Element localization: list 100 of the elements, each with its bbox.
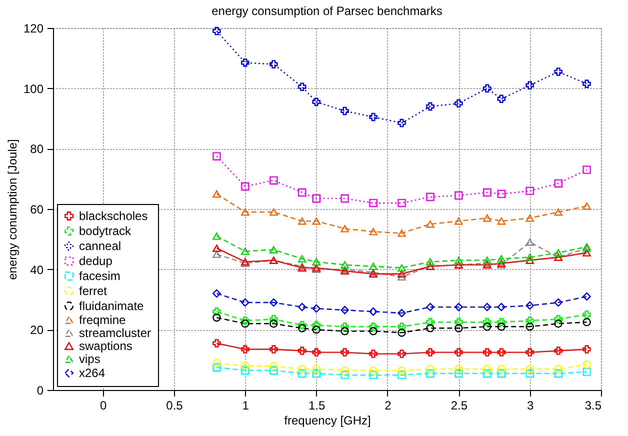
point (454, 99, 463, 108)
legend-label: facesim (79, 269, 120, 283)
point (298, 346, 306, 355)
point (497, 348, 506, 356)
point (482, 348, 492, 356)
y-tick-label: 60 (30, 202, 44, 216)
point (426, 348, 434, 356)
point (340, 366, 349, 375)
point (369, 366, 378, 375)
point (482, 369, 492, 378)
legend-label: blackscholes (79, 209, 148, 223)
chart-title: energy consumption of Parsec benchmarks (212, 4, 442, 18)
y-tick-label: 20 (30, 323, 44, 338)
point (340, 194, 349, 203)
point (241, 248, 250, 255)
x-tick-label: 3 (526, 398, 534, 412)
point (497, 364, 506, 374)
legend-label: bodytrack (79, 224, 132, 238)
point (398, 198, 406, 208)
point (426, 220, 434, 228)
point (454, 364, 463, 374)
point (398, 270, 406, 278)
point (241, 366, 250, 375)
point (554, 68, 562, 76)
point (398, 366, 406, 375)
point (369, 307, 378, 316)
point (298, 302, 306, 312)
point (454, 318, 463, 326)
point (298, 324, 306, 332)
point (554, 314, 562, 324)
point (298, 188, 306, 197)
point (298, 364, 306, 374)
point (426, 324, 434, 332)
point (269, 366, 278, 375)
point (340, 327, 349, 336)
point (482, 84, 492, 92)
point (526, 81, 534, 90)
x-tick-label: 3.5 (584, 398, 602, 412)
point (269, 298, 278, 307)
point (340, 370, 349, 380)
point (582, 249, 591, 256)
x-tick-label: 0.5 (166, 398, 184, 412)
point (298, 321, 306, 330)
point (582, 345, 591, 354)
point (454, 256, 463, 264)
point (312, 258, 320, 266)
x-tick-label: 2.5 (450, 398, 468, 412)
point (269, 362, 278, 370)
point (497, 94, 506, 104)
point (212, 339, 221, 348)
point (554, 346, 562, 355)
point (454, 348, 463, 356)
point (369, 228, 378, 236)
point (369, 198, 378, 208)
point (454, 217, 463, 225)
point (298, 369, 306, 378)
point (241, 298, 250, 307)
point (340, 106, 349, 116)
legend-label: swaptions (79, 339, 132, 353)
point (212, 307, 221, 316)
point (426, 318, 434, 326)
point (526, 348, 534, 356)
point (212, 358, 221, 367)
point (426, 258, 434, 266)
point (398, 229, 406, 237)
point (497, 302, 506, 312)
point (298, 217, 306, 225)
point (398, 350, 406, 358)
point (582, 310, 591, 319)
point (269, 60, 278, 68)
y-tick-label: 80 (30, 142, 44, 156)
point (582, 202, 591, 210)
x-axis-title: frequency [GHz] (284, 414, 371, 428)
x-tick-label: 1.5 (308, 398, 326, 412)
point (369, 370, 378, 380)
point (554, 369, 562, 378)
point (340, 224, 349, 232)
point (369, 350, 378, 358)
point (340, 306, 349, 314)
point (526, 238, 534, 246)
x-tick-label: 2 (384, 398, 392, 412)
point (398, 308, 406, 318)
point (582, 360, 591, 368)
point (340, 261, 349, 268)
point (212, 313, 221, 322)
point (212, 190, 221, 198)
legend-label: streamcluster (79, 326, 152, 340)
x-tick-label: 0 (100, 398, 107, 412)
point (554, 179, 562, 188)
point (482, 302, 492, 312)
point (241, 320, 250, 328)
point (554, 208, 562, 216)
point (398, 370, 406, 380)
point (554, 298, 562, 307)
point (554, 364, 562, 374)
point (398, 273, 406, 281)
point (526, 316, 534, 325)
point (582, 80, 591, 88)
point (340, 348, 349, 356)
point (369, 262, 378, 270)
